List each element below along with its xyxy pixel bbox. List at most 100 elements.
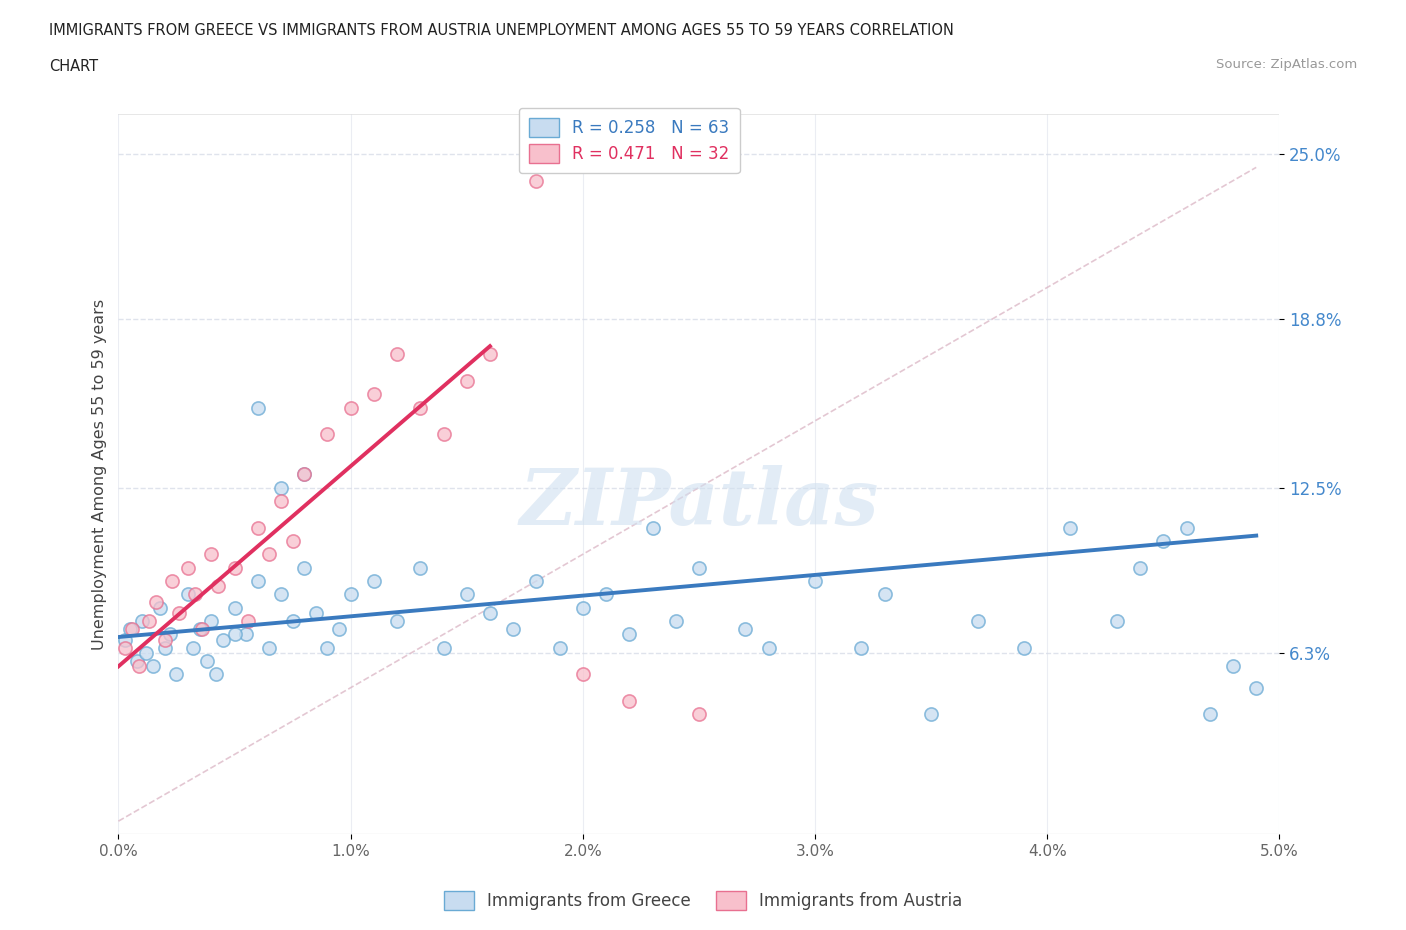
Point [246, 400, 269, 415]
Point [339, 587, 361, 602]
Point [177, 560, 200, 575]
Point [181, 640, 204, 655]
Text: Source: ZipAtlas.com: Source: ZipAtlas.com [1216, 58, 1357, 71]
Point [920, 707, 942, 722]
Point [851, 640, 873, 655]
Point [195, 654, 218, 669]
Point [502, 621, 524, 636]
Point [177, 587, 200, 602]
Point [145, 595, 167, 610]
Point [432, 427, 454, 442]
Point [238, 614, 260, 629]
Y-axis label: Unemployment Among Ages 55 to 59 years: Unemployment Among Ages 55 to 59 years [93, 299, 107, 650]
Point [200, 547, 222, 562]
Point [688, 560, 710, 575]
Point [153, 632, 176, 647]
Point [292, 467, 315, 482]
Point [292, 467, 315, 482]
Point [316, 640, 339, 655]
Point [572, 667, 595, 682]
Point [385, 614, 408, 629]
Point [224, 600, 246, 615]
Point [135, 645, 157, 660]
Text: ZIPatlas: ZIPatlas [519, 465, 879, 541]
Point [1175, 520, 1198, 535]
Point [259, 640, 281, 655]
Point [160, 574, 183, 589]
Point [207, 578, 229, 593]
Point [131, 614, 153, 629]
Point [873, 587, 896, 602]
Point [804, 574, 827, 589]
Point [188, 621, 211, 636]
Point [595, 587, 617, 602]
Legend: R = 0.258   N = 63, R = 0.471   N = 32: R = 0.258 N = 63, R = 0.471 N = 32 [519, 108, 740, 173]
Point [205, 667, 228, 682]
Point [270, 587, 292, 602]
Point [409, 560, 432, 575]
Point [363, 574, 385, 589]
Point [1198, 707, 1220, 722]
Point [159, 627, 181, 642]
Point [328, 621, 350, 636]
Point [184, 587, 207, 602]
Point [665, 614, 688, 629]
Point [526, 173, 548, 188]
Point [212, 632, 235, 647]
Point [121, 621, 143, 636]
Point [270, 480, 292, 495]
Point [1105, 614, 1128, 629]
Point [138, 614, 160, 629]
Point [142, 659, 165, 674]
Point [114, 632, 136, 647]
Legend: Immigrants from Greece, Immigrants from Austria: Immigrants from Greece, Immigrants from … [437, 884, 969, 917]
Point [224, 560, 246, 575]
Point [305, 605, 328, 620]
Point [114, 640, 136, 655]
Text: IMMIGRANTS FROM GREECE VS IMMIGRANTS FROM AUSTRIA UNEMPLOYMENT AMONG AGES 55 TO : IMMIGRANTS FROM GREECE VS IMMIGRANTS FRO… [49, 23, 955, 38]
Point [259, 547, 281, 562]
Point [758, 640, 780, 655]
Point [149, 600, 172, 615]
Point [385, 347, 408, 362]
Point [478, 605, 501, 620]
Point [1059, 520, 1081, 535]
Point [1012, 640, 1035, 655]
Point [526, 574, 548, 589]
Point [1244, 680, 1267, 695]
Point [128, 659, 150, 674]
Point [478, 347, 501, 362]
Point [339, 400, 361, 415]
Point [246, 520, 269, 535]
Point [125, 654, 148, 669]
Point [166, 667, 188, 682]
Text: CHART: CHART [49, 59, 98, 73]
Point [281, 534, 304, 549]
Point [235, 627, 257, 642]
Point [246, 574, 269, 589]
Point [118, 621, 141, 636]
Point [281, 614, 304, 629]
Point [966, 614, 988, 629]
Point [572, 600, 595, 615]
Point [619, 627, 641, 642]
Point [1129, 560, 1152, 575]
Point [167, 605, 190, 620]
Point [456, 587, 478, 602]
Point [200, 614, 222, 629]
Point [619, 694, 641, 709]
Point [409, 400, 432, 415]
Point [224, 627, 246, 642]
Point [432, 640, 454, 655]
Point [292, 560, 315, 575]
Point [1152, 534, 1174, 549]
Point [456, 374, 478, 389]
Point [688, 707, 710, 722]
Point [153, 640, 176, 655]
Point [191, 621, 214, 636]
Point [548, 640, 571, 655]
Point [363, 387, 385, 402]
Point [1222, 659, 1244, 674]
Point [316, 427, 339, 442]
Point [270, 494, 292, 509]
